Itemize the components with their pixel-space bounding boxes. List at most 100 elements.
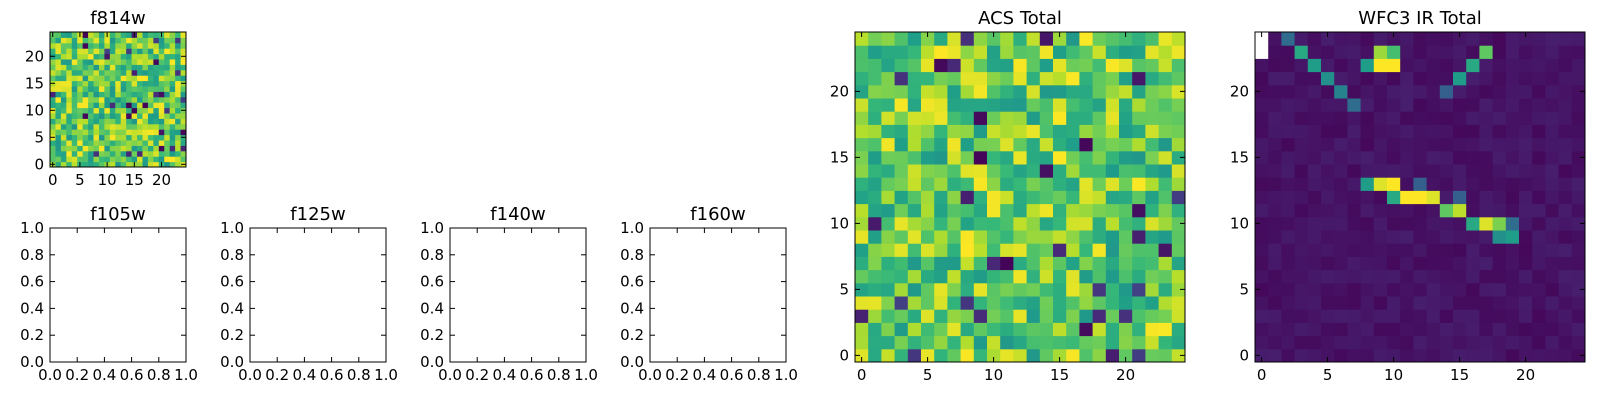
heatmap-cell bbox=[93, 48, 100, 55]
heatmap-cell bbox=[1519, 256, 1533, 271]
heatmap-cell bbox=[120, 156, 127, 163]
heatmap-cell bbox=[88, 107, 95, 114]
f105w-frame bbox=[49, 227, 187, 363]
heatmap-cell bbox=[1132, 190, 1146, 205]
heatmap-cell bbox=[115, 118, 122, 125]
heatmap-cell bbox=[881, 177, 896, 191]
heatmap-cell bbox=[973, 243, 988, 257]
y-tick-label: 0.8 bbox=[20, 246, 44, 264]
heatmap-cell bbox=[1013, 98, 1028, 112]
heatmap-cell bbox=[934, 243, 948, 257]
heatmap-cell bbox=[855, 58, 869, 73]
heatmap-cell bbox=[1171, 243, 1186, 257]
heatmap-cell bbox=[1492, 111, 1507, 125]
heatmap-cell bbox=[93, 156, 100, 163]
heatmap-cell bbox=[131, 96, 138, 103]
heatmap-cell bbox=[1413, 296, 1428, 310]
heatmap-cell bbox=[1558, 124, 1573, 139]
heatmap-cell bbox=[1571, 150, 1586, 165]
heatmap-cell bbox=[1158, 256, 1173, 271]
heatmap-cell bbox=[1400, 71, 1414, 86]
heatmap-cell bbox=[1532, 58, 1546, 73]
heatmap-cell bbox=[1066, 84, 1080, 99]
heatmap-cell bbox=[1558, 32, 1573, 46]
heatmap-cell bbox=[934, 216, 948, 231]
heatmap-cell bbox=[88, 145, 95, 152]
heatmap-cell bbox=[93, 113, 100, 119]
heatmap-cell bbox=[55, 75, 62, 82]
heatmap-cell bbox=[1294, 322, 1309, 337]
heatmap-cell bbox=[1000, 164, 1014, 178]
heatmap-cell bbox=[1132, 322, 1146, 337]
heatmap-cell bbox=[1505, 335, 1520, 350]
heatmap-cell bbox=[50, 96, 56, 103]
heatmap-cell bbox=[1119, 216, 1133, 231]
heatmap-cell bbox=[1119, 177, 1133, 191]
heatmap-cell bbox=[1439, 32, 1454, 46]
heatmap-cell bbox=[1519, 243, 1533, 257]
heatmap-cell bbox=[158, 91, 165, 98]
heatmap-cell bbox=[1334, 256, 1348, 271]
heatmap-cell bbox=[987, 309, 1001, 323]
heatmap-cell bbox=[82, 140, 89, 146]
heatmap-cell bbox=[1013, 230, 1028, 244]
heatmap-cell bbox=[104, 156, 111, 163]
x-tick-label: 15 bbox=[1450, 366, 1469, 384]
heatmap-cell bbox=[147, 37, 154, 44]
heatmap-cell bbox=[93, 91, 100, 98]
heatmap-cell bbox=[987, 58, 1001, 73]
heatmap-cell bbox=[1466, 256, 1480, 271]
heatmap-cell bbox=[175, 118, 182, 125]
heatmap-cell bbox=[137, 42, 143, 49]
heatmap-cell bbox=[1092, 150, 1107, 165]
heatmap-cell bbox=[1158, 124, 1173, 139]
heatmap-cell bbox=[973, 269, 988, 284]
heatmap-cell bbox=[1307, 348, 1322, 363]
heatmap-cell bbox=[50, 37, 56, 44]
heatmap-cell bbox=[50, 69, 56, 76]
heatmap-cell bbox=[142, 91, 149, 98]
heatmap-cell bbox=[921, 203, 935, 218]
heatmap-cell bbox=[960, 335, 975, 350]
heatmap-cell bbox=[1413, 124, 1428, 139]
heatmap-cell bbox=[1294, 309, 1309, 323]
heatmap-cell bbox=[153, 59, 160, 65]
heatmap-cell bbox=[98, 161, 105, 168]
heatmap-cell bbox=[1268, 45, 1282, 59]
heatmap-cell bbox=[1092, 269, 1107, 284]
heatmap-cell bbox=[55, 118, 62, 125]
heatmap-cell bbox=[1571, 230, 1586, 244]
heatmap-cell bbox=[868, 216, 882, 231]
heatmap-cell bbox=[1400, 243, 1414, 257]
heatmap-cell bbox=[1334, 348, 1348, 363]
heatmap-cell bbox=[1519, 269, 1533, 284]
heatmap-cell bbox=[921, 309, 935, 323]
heatmap-cell bbox=[1334, 230, 1348, 244]
heatmap-cell bbox=[934, 164, 948, 178]
heatmap-cell bbox=[1558, 164, 1573, 178]
heatmap-cell bbox=[1360, 124, 1375, 139]
heatmap-cell bbox=[855, 296, 869, 310]
heatmap-cell bbox=[1360, 137, 1375, 152]
heatmap-cell bbox=[77, 86, 84, 92]
heatmap-cell bbox=[1132, 243, 1146, 257]
heatmap-cell bbox=[907, 111, 922, 125]
heatmap-cell bbox=[164, 91, 171, 98]
heatmap-cell bbox=[947, 84, 962, 99]
heatmap-cell bbox=[120, 161, 127, 168]
heatmap-cell bbox=[1255, 216, 1269, 231]
heatmap-cell bbox=[987, 348, 1001, 363]
heatmap-cell bbox=[98, 86, 105, 92]
heatmap-cell bbox=[164, 102, 171, 109]
heatmap-cell bbox=[126, 75, 133, 82]
heatmap-cell bbox=[180, 37, 187, 44]
heatmap-cell bbox=[1039, 282, 1054, 297]
f160w-axes: 0.0 0.2 0.4 0.6 0.8 1.00.00.20.40.60.81.0f160… bbox=[620, 204, 798, 384]
heatmap-cell bbox=[1532, 190, 1546, 205]
heatmap-cell bbox=[77, 150, 84, 157]
heatmap-cell bbox=[881, 124, 896, 139]
heatmap-cell bbox=[120, 102, 127, 109]
heatmap-cell bbox=[71, 161, 78, 168]
heatmap-cell bbox=[98, 145, 105, 152]
